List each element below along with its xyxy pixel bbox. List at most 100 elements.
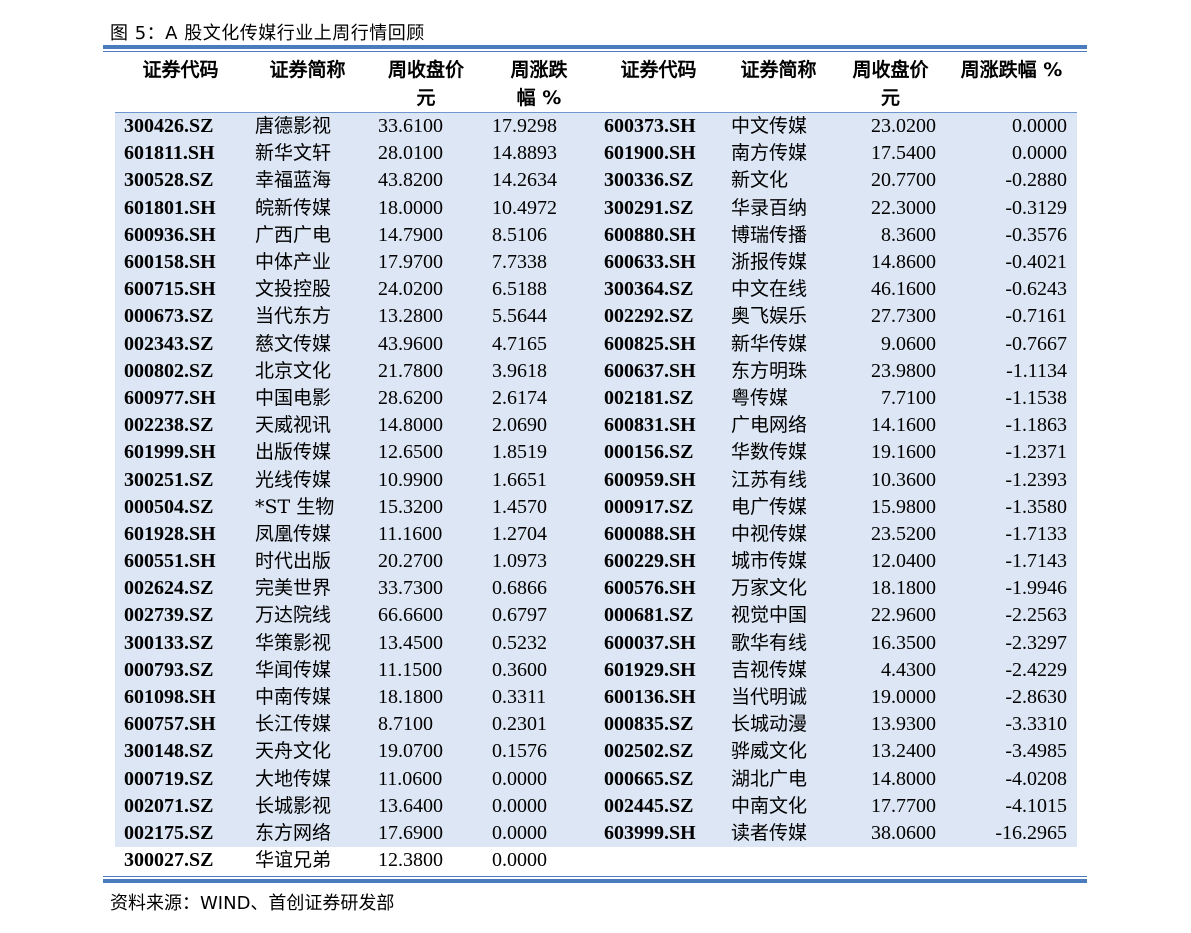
- close-price-left: 14.7900: [369, 221, 483, 249]
- stock-code-left: 002343.SZ: [115, 330, 246, 358]
- stock-code-right: 002292.SZ: [595, 303, 722, 331]
- stock-code-left: 000719.SZ: [115, 765, 246, 793]
- stock-code-right: 000681.SZ: [595, 602, 722, 630]
- weekly-change-left: 0.0000: [483, 765, 595, 793]
- close-price-left: 13.6400: [369, 792, 483, 820]
- stock-code-right: 600037.SH: [595, 629, 722, 657]
- stock-name-right: 博瑞传播: [722, 221, 835, 249]
- stock-name-right: 电广传媒: [722, 493, 835, 521]
- weekly-change-left: 14.8893: [483, 140, 595, 168]
- close-price-right: 10.3600: [835, 466, 946, 494]
- close-price-right: 18.1800: [835, 575, 946, 603]
- close-price-left: 19.0700: [369, 738, 483, 766]
- weekly-change-right: -0.4021: [946, 248, 1077, 277]
- stock-code-left: 601928.SH: [115, 520, 246, 548]
- close-price-left: 13.2800: [369, 303, 483, 331]
- weekly-change-left: 1.2704: [483, 520, 595, 548]
- close-price-right: 8.3600: [835, 221, 946, 249]
- weekly-change-right: -1.1538: [946, 384, 1077, 413]
- table-row: 300027.SZ 华谊兄弟 12.3800 0.0000: [115, 847, 1077, 874]
- weekly-change-right: -0.3129: [946, 194, 1077, 222]
- stock-name-left: 长江传媒: [246, 711, 369, 739]
- stock-code-right: 600825.SH: [595, 330, 722, 358]
- weekly-change-left: 0.3311: [483, 683, 595, 712]
- weekly-change-right: -3.4985: [946, 738, 1077, 766]
- weekly-change-left: 0.0000: [483, 819, 595, 848]
- close-price-right: 14.8600: [835, 248, 946, 277]
- weekly-change-left: 1.0973: [483, 548, 595, 576]
- weekly-change-right: -0.3576: [946, 221, 1077, 249]
- stock-name-right: 吉视传媒: [722, 656, 835, 684]
- stock-code-left: 300251.SZ: [115, 466, 246, 494]
- stock-name-right: 奥飞娱乐: [722, 303, 835, 331]
- weekly-change-left: 4.7165: [483, 330, 595, 358]
- stock-name-left: 北京文化: [246, 357, 369, 385]
- header-change-left: 周涨跌 幅 %: [483, 56, 595, 113]
- stock-code-left: 002071.SZ: [115, 792, 246, 820]
- stock-code-right: 300291.SZ: [595, 194, 722, 222]
- close-price-left: 11.0600: [369, 765, 483, 793]
- stock-name-right: 新文化: [722, 167, 835, 195]
- weekly-change-left: 0.1576: [483, 738, 595, 766]
- stock-name-right: 中文在线: [722, 276, 835, 304]
- weekly-change-right: -1.9946: [946, 575, 1077, 603]
- table-row: 000793.SZ 华闻传媒 11.1500 0.3600 601929.SH 吉视传媒 4…: [115, 656, 1077, 684]
- stock-name-left: 中国电影: [246, 384, 369, 413]
- stock-name-left: 凤凰传媒: [246, 520, 369, 548]
- stock-code-right: 300336.SZ: [595, 167, 722, 195]
- table-row: 600715.SH 文投控股 24.0200 6.5188 300364.SZ 中文在线 4…: [115, 276, 1077, 304]
- bottom-rule-thin: [103, 876, 1087, 877]
- stock-code-left: 002739.SZ: [115, 602, 246, 630]
- close-price-right: 9.0600: [835, 330, 946, 358]
- close-price-right: 17.7700: [835, 792, 946, 820]
- table-header-row: 证券代码 证券简称 周收盘价 元 周涨跌 幅 % 证券代码 证券简称 周收盘价 …: [115, 56, 1077, 113]
- close-price-left: 17.6900: [369, 819, 483, 848]
- source-note: 资料来源：WIND、首创证券研发部: [110, 893, 395, 914]
- top-rule-thick: [103, 45, 1087, 49]
- stock-code-left: 600757.SH: [115, 711, 246, 739]
- stock-code-right: 002502.SZ: [595, 738, 722, 766]
- weekly-change-right: -1.2371: [946, 439, 1077, 467]
- header-name-left: 证券简称: [246, 56, 369, 113]
- stock-code-left: 601801.SH: [115, 194, 246, 222]
- stock-name-right: 新华传媒: [722, 330, 835, 358]
- table-row: 002624.SZ 完美世界 33.7300 0.6866 600576.SH 万家文化 1…: [115, 575, 1077, 603]
- close-price-right: 13.2400: [835, 738, 946, 766]
- close-price-right: 22.9600: [835, 602, 946, 630]
- stock-code-right: 600373.SH: [595, 112, 722, 141]
- stock-code-right: 601900.SH: [595, 140, 722, 168]
- stock-code-right: 000835.SZ: [595, 711, 722, 739]
- close-price-right: 14.8000: [835, 765, 946, 793]
- stock-code-right: 600576.SH: [595, 575, 722, 603]
- stock-code-right: 000156.SZ: [595, 439, 722, 467]
- stock-name-right: 读者传媒: [722, 819, 835, 848]
- close-price-left: 18.1800: [369, 683, 483, 712]
- stock-code-right: 601929.SH: [595, 656, 722, 684]
- stock-name-left: 文投控股: [246, 276, 369, 304]
- close-price-right: 13.9300: [835, 711, 946, 739]
- weekly-change-left: 5.5644: [483, 303, 595, 331]
- close-price-left: 12.3800: [378, 849, 443, 872]
- stock-code-left: 300148.SZ: [115, 738, 246, 766]
- stock-code-right: 600136.SH: [595, 683, 722, 712]
- weekly-change-left: 0.0000: [483, 792, 595, 820]
- table-row: 002175.SZ 东方网络 17.6900 0.0000 603999.SH 读者传媒 3…: [115, 819, 1077, 848]
- close-price-right: 46.1600: [835, 276, 946, 304]
- figure-title: 图 5：A 股文化传媒行业上周行情回顾: [110, 23, 425, 44]
- close-price-right: 19.1600: [835, 439, 946, 467]
- weekly-change-left: 14.2634: [483, 167, 595, 195]
- close-price-left: 20.2700: [369, 548, 483, 576]
- table-row: 600977.SH 中国电影 28.6200 2.6174 002181.SZ 粤传媒 7.…: [115, 384, 1077, 413]
- close-price-left: 15.3200: [369, 493, 483, 521]
- close-price-left: 21.7800: [369, 357, 483, 385]
- weekly-change-left: 2.0690: [483, 412, 595, 440]
- weekly-change-right: 0.0000: [946, 112, 1077, 141]
- table-row: 601801.SH 皖新传媒 18.0000 10.4972 300291.SZ 华录百纳…: [115, 194, 1077, 222]
- weekly-change-left: 6.5188: [483, 276, 595, 304]
- stock-code-right: 002181.SZ: [595, 384, 722, 413]
- weekly-change-right: -0.6243: [946, 276, 1077, 304]
- close-price-right: 17.5400: [835, 140, 946, 168]
- stock-code-left: 600936.SH: [115, 221, 246, 249]
- header-code-right: 证券代码: [595, 56, 722, 113]
- table-row: 000802.SZ 北京文化 21.7800 3.9618 600637.SH 东方明珠 2…: [115, 357, 1077, 385]
